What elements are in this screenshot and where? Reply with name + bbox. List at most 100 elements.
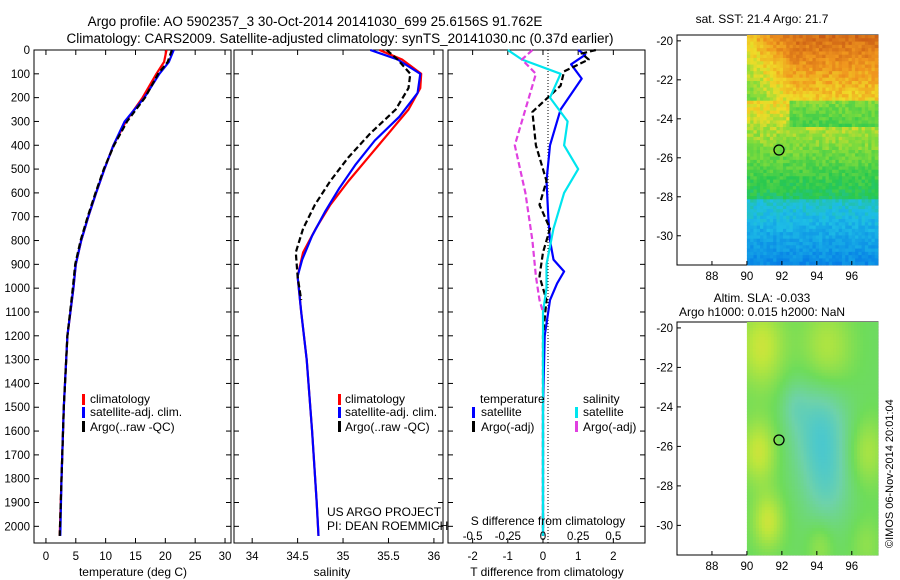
sst-cell <box>782 90 787 95</box>
sla-cell <box>776 369 781 374</box>
sst-cell <box>858 77 863 82</box>
sla-cell <box>839 414 843 418</box>
sst-cell <box>845 192 849 197</box>
sla-cell <box>755 441 760 445</box>
sla-cell <box>797 366 801 371</box>
sst-cell <box>750 51 754 56</box>
sla-cell <box>788 396 792 401</box>
sla-cell <box>785 327 790 332</box>
sla-cell <box>776 378 781 383</box>
sst-cell <box>809 166 813 171</box>
sst-cell <box>796 58 800 62</box>
sla-cell <box>815 322 819 326</box>
sla-cell <box>824 447 828 451</box>
sst-cell <box>812 35 817 39</box>
sst-cell <box>753 113 758 118</box>
sst-cell <box>841 248 846 253</box>
sst-cell <box>838 120 843 125</box>
sla-cell <box>836 423 840 427</box>
sla-cell <box>872 408 876 413</box>
sst-cell <box>828 202 833 207</box>
sst-cell <box>828 133 833 138</box>
sst-cell <box>756 176 761 180</box>
sla-cell <box>821 387 825 392</box>
sst-cell <box>855 97 859 102</box>
sla-cell <box>869 363 873 368</box>
sla-cell <box>782 354 787 359</box>
sla-cell <box>875 330 879 335</box>
sla-cell <box>845 444 849 448</box>
sst-cell <box>871 84 876 88</box>
sla-cell <box>845 375 849 380</box>
sla-cell <box>818 375 822 380</box>
sst-cell <box>868 166 872 171</box>
sla-cell <box>842 375 846 380</box>
sst-cell <box>789 222 794 226</box>
sst-cell <box>848 81 853 85</box>
sla-cell <box>875 411 879 416</box>
sst-cell <box>789 127 794 131</box>
sst-cell <box>822 64 826 69</box>
sst-cell <box>805 159 810 164</box>
sla-cell <box>785 405 790 410</box>
sla-cell <box>797 414 801 418</box>
sst-cell <box>828 110 833 115</box>
sst-cell <box>841 202 846 207</box>
sla-cell <box>824 322 828 326</box>
sla-cell <box>809 354 813 359</box>
sla-cell <box>752 414 757 418</box>
sst-cell <box>809 169 813 174</box>
sla-cell <box>788 360 792 365</box>
sst-cell <box>756 77 761 82</box>
sla-cell <box>761 378 766 383</box>
sla-cell <box>815 381 819 386</box>
sst-cell <box>841 67 846 72</box>
sst-cell <box>773 67 777 72</box>
sst-cell <box>756 107 761 111</box>
sla-cell <box>827 339 831 344</box>
sst-cell <box>769 156 774 161</box>
sla-cell <box>761 414 766 418</box>
sst-cell <box>756 133 761 138</box>
sla-cell <box>782 351 787 356</box>
sst-cell <box>776 179 781 184</box>
sla-cell <box>758 330 763 335</box>
sla-cell <box>746 342 751 347</box>
sla-cell <box>782 348 787 353</box>
sla-cell <box>803 351 807 356</box>
sla-cell <box>821 426 825 430</box>
sst-cell <box>812 140 817 144</box>
sla-cell <box>776 345 781 350</box>
sst-cell <box>753 209 758 213</box>
sst-cell <box>848 176 853 180</box>
sla-cell <box>752 441 757 445</box>
sst-cell <box>835 58 840 62</box>
sla-cell <box>827 405 831 410</box>
sst-cell <box>779 48 784 52</box>
sst-cell <box>799 225 804 230</box>
sst-cell <box>799 202 804 207</box>
sla-cell <box>794 420 798 424</box>
sla-cell <box>752 435 757 439</box>
sst-cell <box>845 150 849 154</box>
sst-cell <box>773 81 777 85</box>
sst-cell <box>845 110 849 115</box>
sla-cell <box>866 444 870 448</box>
sst-cell <box>792 166 797 171</box>
sst-cell <box>769 120 774 125</box>
sla-cell <box>830 324 834 329</box>
sst-cell <box>874 58 879 62</box>
sst-cell <box>746 97 751 102</box>
sla-cell <box>866 399 870 404</box>
sst-cell <box>874 67 879 72</box>
sst-cell <box>789 196 794 200</box>
sst-cell <box>805 238 810 243</box>
sla-cell <box>782 414 787 418</box>
sst-cell <box>838 215 843 220</box>
sla-cell <box>824 396 828 401</box>
sla-cell <box>812 345 816 350</box>
sst-cell <box>769 219 774 223</box>
sst-cell <box>779 130 784 134</box>
sst-cell <box>815 225 820 230</box>
sla-cell <box>818 348 822 353</box>
